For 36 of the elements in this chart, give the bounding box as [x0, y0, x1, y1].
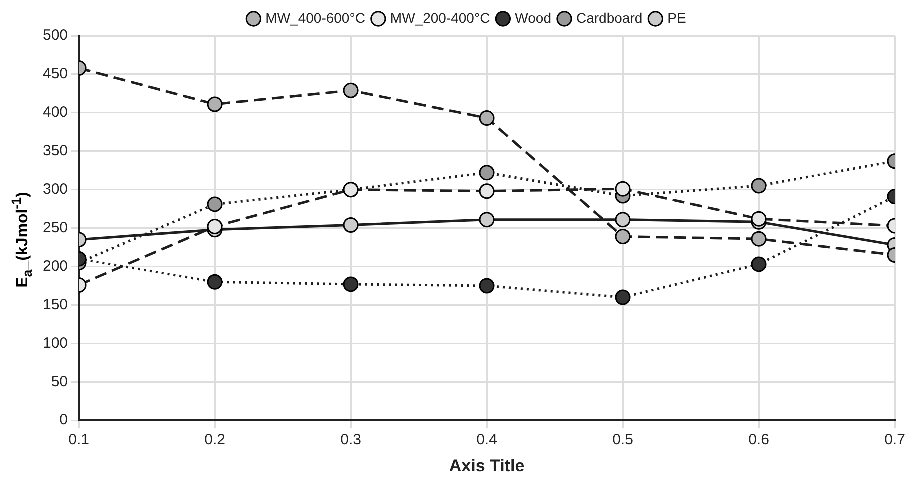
- x-tick-label: 0.4: [476, 432, 498, 449]
- legend-label: MW_400-600°C: [266, 10, 366, 26]
- point: [479, 110, 495, 126]
- x-tick-label: 0.7: [884, 432, 906, 449]
- y-tick-label: 400: [42, 104, 68, 122]
- point: [479, 165, 495, 181]
- point: [343, 276, 359, 292]
- point: [615, 229, 631, 245]
- point: [479, 278, 495, 294]
- point: [615, 290, 631, 306]
- x-tick-label: 0.3: [340, 432, 362, 449]
- y-tick-label: 350: [42, 142, 68, 160]
- point: [343, 217, 359, 233]
- point: [479, 184, 495, 200]
- point: [343, 82, 359, 98]
- x-tick-label: 0.5: [612, 432, 634, 449]
- x-tick-label: 0.6: [748, 432, 770, 449]
- legend-label: PE: [668, 10, 686, 26]
- y-tick-label: 200: [42, 258, 68, 275]
- x-tick-label: 0.2: [204, 432, 226, 449]
- legend-label: Cardboard: [576, 10, 643, 26]
- y-tick-label: 300: [42, 180, 68, 198]
- x-axis-title: Axis Title: [449, 456, 525, 476]
- y-tick-label: 100: [42, 334, 68, 352]
- point: [479, 212, 495, 228]
- y-tick-label: 500: [42, 27, 68, 44]
- x-tick-label: 0.1: [68, 432, 90, 449]
- legend-label: Wood: [515, 10, 552, 26]
- y-tick-label: 450: [42, 66, 68, 83]
- legend-label: MW_200-400°C: [390, 10, 490, 26]
- y-tick-label: 0: [60, 412, 68, 429]
- y-tick-label: 250: [42, 219, 68, 236]
- y-tick-label: 150: [42, 296, 68, 314]
- point: [615, 212, 631, 228]
- point: [615, 181, 631, 197]
- y-tick-label: 50: [51, 373, 68, 390]
